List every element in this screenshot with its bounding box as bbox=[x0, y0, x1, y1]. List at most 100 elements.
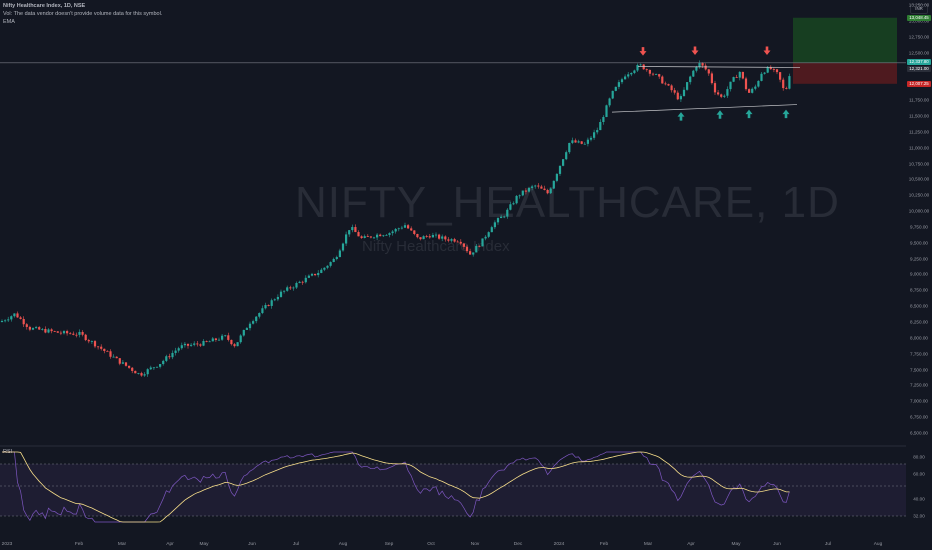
up-arrow-marker bbox=[745, 109, 753, 119]
candle-body bbox=[357, 232, 360, 237]
candle-body bbox=[444, 236, 447, 240]
candle-body bbox=[744, 78, 748, 90]
candle-body bbox=[149, 367, 152, 370]
candle-body bbox=[580, 141, 583, 144]
candle-body bbox=[407, 225, 410, 229]
time-tick-label: May bbox=[731, 542, 741, 547]
candle-body bbox=[487, 232, 490, 237]
watermark-name: Nifty Healthcare Index bbox=[362, 238, 510, 255]
candle-body bbox=[620, 79, 624, 83]
candle-body bbox=[128, 365, 131, 368]
up-arrow-marker bbox=[677, 112, 685, 121]
currency-badge[interactable]: INR bbox=[910, 4, 928, 14]
candle-body bbox=[766, 67, 769, 73]
candle-body bbox=[301, 281, 304, 283]
candle-body bbox=[171, 352, 174, 358]
candle-body bbox=[540, 186, 543, 189]
candle-body bbox=[673, 90, 676, 93]
candle-body bbox=[624, 76, 627, 80]
time-tick-label: Apr bbox=[166, 542, 174, 547]
candle-body bbox=[239, 335, 242, 343]
candle-body bbox=[236, 342, 239, 347]
price-tick-label: 9,000.00 bbox=[910, 271, 928, 277]
candle-body bbox=[255, 316, 258, 322]
candle-body bbox=[648, 70, 651, 74]
candle-body bbox=[586, 139, 589, 144]
candle-body bbox=[775, 69, 779, 73]
down-arrow-marker bbox=[691, 46, 699, 55]
candle-body bbox=[31, 328, 35, 330]
candle-body bbox=[131, 367, 134, 371]
candle-body bbox=[617, 82, 620, 87]
candle-body bbox=[717, 92, 720, 95]
time-tick-label: Jun bbox=[248, 542, 256, 547]
candle-body bbox=[75, 334, 78, 336]
candle-body bbox=[0, 320, 4, 323]
candle-body bbox=[614, 86, 617, 91]
candle-body bbox=[754, 86, 757, 89]
candle-body bbox=[81, 331, 84, 335]
price-tick-label: 13,250.00 bbox=[908, 2, 930, 8]
candle-body bbox=[69, 333, 72, 335]
candle-body bbox=[723, 95, 726, 97]
candle-body bbox=[475, 245, 478, 253]
candle-body bbox=[202, 341, 205, 346]
price-tick-label: 8,500.00 bbox=[910, 303, 928, 309]
candle-body bbox=[465, 246, 469, 252]
candle-body bbox=[205, 341, 208, 342]
candle-body bbox=[208, 341, 211, 343]
candle-body bbox=[472, 252, 475, 255]
candle-body bbox=[630, 72, 633, 75]
price-tick-label: 8,250.00 bbox=[910, 319, 928, 325]
candle-body bbox=[779, 72, 782, 80]
candle-body bbox=[276, 296, 279, 300]
candle-body bbox=[41, 328, 44, 330]
price-axis[interactable]: 13,250.0013,000.0012,750.0012,500.0012,2… bbox=[906, 0, 932, 540]
candle-body bbox=[596, 130, 599, 133]
down-arrow-marker bbox=[639, 47, 647, 56]
price-badge-close: 12,321.00 bbox=[907, 65, 931, 72]
rsi-tick-label: 40.00 bbox=[913, 496, 925, 502]
ema-legend[interactable]: EMA bbox=[3, 19, 15, 25]
candle-body bbox=[788, 76, 791, 89]
candle-body bbox=[221, 335, 224, 340]
candle-body bbox=[441, 236, 444, 239]
candle-body bbox=[84, 334, 87, 341]
chart-title[interactable]: Nifty Healthcare Index, 1D, NSE bbox=[3, 3, 86, 9]
resistance-line bbox=[637, 66, 801, 68]
candle-body bbox=[295, 283, 298, 288]
candle-body bbox=[264, 305, 267, 309]
candle-body bbox=[376, 234, 379, 238]
candle-body bbox=[698, 62, 701, 67]
candle-body bbox=[50, 329, 53, 332]
candle-body bbox=[506, 209, 509, 217]
stop-zone bbox=[793, 62, 897, 84]
candle-body bbox=[140, 373, 143, 376]
candle-body bbox=[571, 140, 574, 143]
price-tick-label: 10,250.00 bbox=[908, 192, 930, 198]
candle-body bbox=[258, 313, 261, 317]
rsi-tick-label: 60.00 bbox=[913, 471, 925, 477]
candle-body bbox=[224, 335, 227, 337]
candle-body bbox=[431, 235, 434, 238]
candle-body bbox=[326, 265, 329, 268]
candle-body bbox=[413, 230, 416, 234]
price-tick-label: 12,750.00 bbox=[908, 34, 930, 40]
candle-body bbox=[686, 82, 689, 90]
candle-body bbox=[704, 65, 707, 70]
candle-body bbox=[180, 345, 183, 349]
candle-body bbox=[78, 331, 81, 335]
candle-body bbox=[732, 77, 735, 82]
candle-body bbox=[676, 92, 679, 100]
price-tick-label: 13,000.00 bbox=[908, 18, 930, 24]
time-tick-label: Aug bbox=[873, 542, 883, 547]
candle-body bbox=[53, 331, 56, 332]
candle-body bbox=[366, 236, 369, 237]
candle-body bbox=[397, 228, 400, 230]
candle-body bbox=[152, 367, 155, 369]
candle-body bbox=[478, 245, 481, 247]
time-tick-label: 2023 bbox=[1, 542, 13, 547]
candle-body bbox=[159, 364, 162, 367]
